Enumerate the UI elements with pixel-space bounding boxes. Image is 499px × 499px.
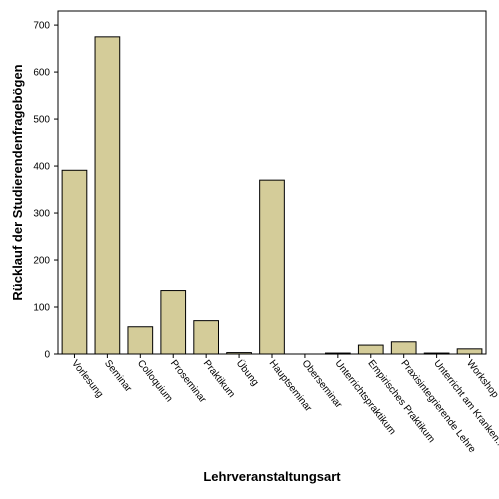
bars-group bbox=[61, 36, 483, 355]
bar bbox=[390, 341, 417, 355]
y-tick-label: 500 bbox=[33, 115, 50, 126]
y-tick-label: 0 bbox=[44, 350, 50, 361]
bar bbox=[160, 290, 187, 355]
y-axis-title: Rücklauf der Studierendenfragebögen bbox=[10, 64, 25, 300]
bar bbox=[193, 320, 220, 355]
bar bbox=[94, 36, 121, 355]
x-axis-title: Lehrveranstaltungsart bbox=[203, 469, 341, 484]
y-tick-label: 200 bbox=[33, 256, 50, 267]
bar bbox=[357, 344, 384, 355]
y-axis-ticks: 0 100 200 300 400 500 600 700 bbox=[33, 21, 58, 361]
y-tick-label: 700 bbox=[33, 21, 50, 32]
bar bbox=[259, 179, 285, 355]
plot-area-frame bbox=[57, 10, 487, 355]
y-tick-label: 100 bbox=[33, 303, 50, 314]
bar bbox=[456, 348, 483, 355]
bar bbox=[61, 169, 88, 355]
bar bbox=[127, 326, 154, 355]
y-tick-label: 300 bbox=[33, 209, 50, 220]
y-tick-label: 600 bbox=[33, 68, 50, 79]
y-tick-label: 400 bbox=[33, 162, 50, 173]
